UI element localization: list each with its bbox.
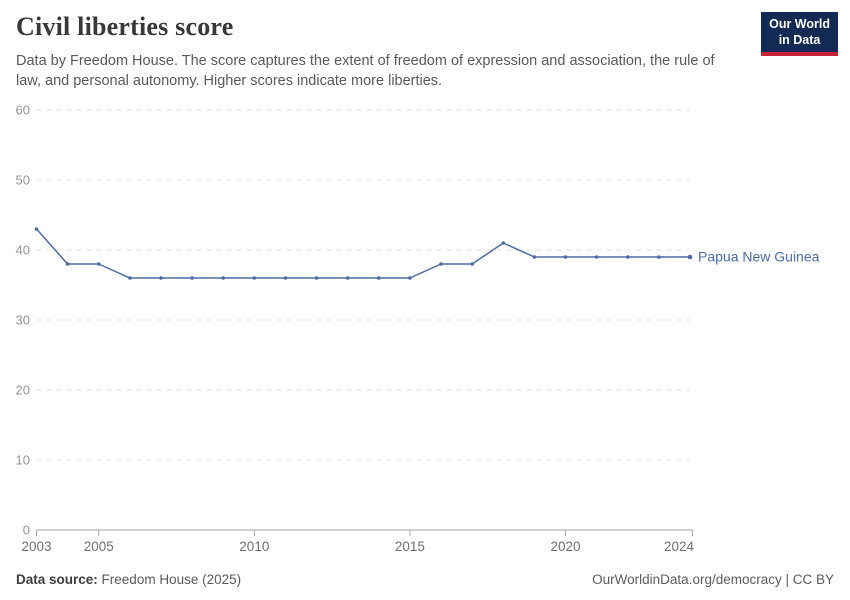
data-point[interactable] — [470, 262, 475, 266]
data-source-label: Data source: — [16, 572, 98, 587]
chart-title: Civil liberties score — [16, 12, 234, 41]
data-point[interactable] — [252, 276, 257, 280]
x-axis-tick-label: 2003 — [21, 539, 51, 554]
owid-logo-line1: Our World — [769, 17, 830, 31]
data-point[interactable] — [439, 262, 443, 266]
data-point[interactable] — [221, 276, 225, 280]
data-point[interactable] — [283, 276, 288, 280]
line-chart[interactable]: 0 10 20 30 40 50 60 2003 2005 2010 2015 2020 2024 Pap… — [0, 95, 850, 565]
chart-footer: Data source: Freedom House (2025) OurWor… — [16, 572, 834, 587]
owid-logo[interactable]: Our World in Data — [761, 12, 838, 57]
x-axis-tick-label: 2015 — [395, 539, 425, 554]
chart-subtitle: Data by Freedom House. The score capture… — [16, 53, 715, 90]
data-point[interactable] — [501, 241, 506, 245]
data-point[interactable] — [563, 255, 568, 259]
data-source-value: Freedom House (2025) — [101, 572, 242, 587]
data-point[interactable] — [626, 255, 630, 259]
y-axis-tick-label: 0 — [23, 523, 30, 538]
y-axis-tick-label: 10 — [16, 453, 30, 468]
line-chart-svg[interactable]: 0 10 20 30 40 50 60 2003 2005 2010 2015 2020 2024 Pap… — [0, 95, 850, 565]
data-point[interactable] — [657, 255, 661, 259]
data-point[interactable] — [377, 276, 381, 280]
trend-line — [35, 228, 691, 279]
data-point[interactable] — [34, 227, 39, 231]
x-axis-tick-label: 2020 — [551, 539, 581, 554]
y-axis-tick-label: 50 — [16, 173, 30, 188]
y-axis-tick-label: 40 — [16, 243, 30, 258]
data-point[interactable] — [532, 255, 537, 259]
data-source: Data source: Freedom House (2025) — [16, 572, 241, 587]
y-axis-tick-label: 20 — [16, 383, 30, 398]
data-point[interactable] — [594, 255, 599, 259]
series-label[interactable]: Papua New Guinea — [698, 249, 820, 265]
x-axis-tick-label: 2005 — [84, 539, 114, 554]
y-axis-tick-label: 30 — [16, 313, 30, 328]
data-point[interactable] — [190, 276, 194, 280]
x-axis-tick-label: 2024 — [664, 539, 695, 554]
data-point[interactable] — [128, 276, 132, 280]
data-point[interactable] — [96, 262, 101, 266]
data-point[interactable] — [345, 276, 350, 280]
y-axis-tick-label: 60 — [16, 103, 30, 118]
data-point[interactable] — [687, 254, 693, 260]
data-point[interactable] — [159, 276, 163, 280]
data-point[interactable] — [408, 276, 412, 280]
x-axis-tick-label: 2010 — [239, 539, 269, 554]
owid-logo-line2: in Data — [778, 32, 821, 47]
data-point[interactable] — [65, 262, 70, 266]
data-point[interactable] — [314, 276, 319, 280]
credit-line[interactable]: OurWorldinData.org/democracy | CC BY — [592, 572, 834, 587]
